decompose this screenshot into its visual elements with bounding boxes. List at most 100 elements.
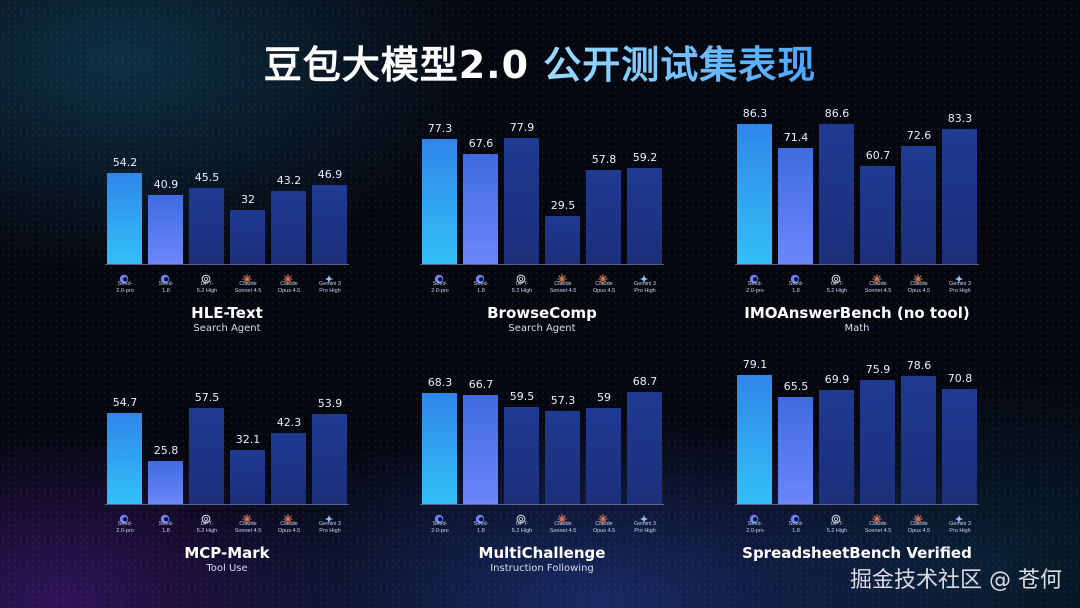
chart-mcp-mark: 54.7 Seed- 2.0-pro 25.8 Seed- 1.8 57.5 GPT- 5.2 … [105,344,349,584]
bar-value-label: 77.9 [509,121,535,134]
bar [819,390,854,504]
model-label: Seed- 2.0-pro [101,521,149,535]
bar-value-label: 86.6 [824,107,850,120]
model-label-line1: GPT- [200,521,214,527]
model-label-line1: Seed- [788,521,804,527]
bar-value-label: 32.1 [235,433,261,446]
watermark: 掘金技术社区 @ 苍何 [850,568,1062,593]
model-label-line2: 2.0-pro [746,288,764,294]
plot-area [420,344,664,505]
bar [901,146,936,264]
seed-icon [749,269,759,284]
bar [148,461,183,504]
model-label-line1: Claude [554,281,572,287]
seed-icon [790,509,800,524]
model-label: GPT- 5.2 High [498,521,546,535]
plot-area [420,104,664,265]
model-label: Claude Opus 4.5 [580,281,628,295]
chart-hle-text: 54.2 Seed- 2.0-pro 40.9 Seed- 1.8 45.5 GPT- 5.2 … [105,104,349,344]
openai-icon [201,269,211,284]
bar-value-label: 40.9 [153,178,179,191]
model-label-line2: 1.8 [477,528,485,534]
bar-value-label: 54.7 [112,396,138,409]
chart-title: MCP-Mark [184,544,270,562]
bar-value-label: 83.3 [947,112,973,125]
bar [586,170,621,264]
model-label-line1: Claude [280,521,298,527]
bar [189,188,224,264]
model-label: Seed- 1.8 [772,281,820,295]
model-label: Claude Opus 4.5 [895,521,943,535]
model-label: Seed- 2.0-pro [416,281,464,295]
model-label-line2: 2.0-pro [431,528,449,534]
model-label: Gemini 3 Pro High [306,281,354,295]
title-highlight: 公开测试集表现 [543,43,817,87]
model-label-line1: GPT- [515,521,529,527]
model-label: GPT- 5.2 High [813,521,861,535]
model-label-line2: Opus 4.5 [907,528,931,534]
model-label: Claude Sonnet 4.5 [854,281,902,295]
chart-title: IMOAnswerBench (no tool) [744,304,970,322]
bar [189,408,224,504]
chart-subtitle: Search Agent [508,323,576,334]
bar [627,392,662,504]
model-label: Claude Opus 4.5 [580,521,628,535]
chart-subtitle: Tool Use [206,563,248,574]
bar [422,139,457,264]
bar [271,191,306,264]
claude-icon [872,509,882,524]
model-label-line2: Sonnet 4.5 [864,528,892,534]
plot-area [105,104,349,265]
claude-icon [913,269,923,284]
bar [107,173,142,264]
bar [504,138,539,264]
gemini-icon [324,509,334,524]
gemini-icon [324,269,334,284]
model-label: Seed- 2.0-pro [416,521,464,535]
model-label-line2: Opus 4.5 [592,288,616,294]
bar [107,413,142,504]
model-label-line1: Claude [595,521,613,527]
bar-value-label: 29.5 [550,199,576,212]
bar-value-label: 57.5 [194,391,220,404]
gemini-icon [639,269,649,284]
model-label-line1: Claude [910,281,928,287]
seed-icon [475,269,485,284]
model-label-line2: 1.8 [162,288,170,294]
model-label: Claude Sonnet 4.5 [539,521,587,535]
model-label-line1: Gemini 3 [948,521,971,527]
bar-value-label: 54.2 [112,156,138,169]
model-label-line1: Seed- [432,281,448,287]
bar-value-label: 25.8 [153,444,179,457]
openai-icon [201,509,211,524]
model-label-line2: Opus 4.5 [277,528,301,534]
model-label-line2: Sonnet 4.5 [234,528,262,534]
model-label: GPT- 5.2 High [498,281,546,295]
model-label-line2: 1.8 [477,288,485,294]
bar [737,375,772,504]
model-label-line2: Sonnet 4.5 [549,288,577,294]
model-label-line1: GPT- [515,281,529,287]
chart-title: BrowseComp [487,304,597,322]
model-label-line2: 2.0-pro [746,528,764,534]
bar-value-label: 46.9 [317,168,343,181]
model-label-line2: Pro High [634,288,656,294]
openai-icon [516,509,526,524]
bar-value-label: 57.3 [550,394,576,407]
seed-icon [160,509,170,524]
plot-area [105,344,349,505]
claude-icon [283,509,293,524]
model-label-line2: Sonnet 4.5 [234,288,262,294]
seed-icon [119,269,129,284]
seed-icon [434,509,444,524]
model-label-line1: Gemini 3 [318,281,341,287]
gemini-icon [954,269,964,284]
bar-value-label: 78.6 [906,359,932,372]
bar [312,414,347,504]
model-label-line2: Sonnet 4.5 [864,288,892,294]
model-label-line1: Seed- [747,281,763,287]
bar-value-label: 86.3 [742,107,768,120]
model-label-line2: 1.8 [792,288,800,294]
claude-icon [242,509,252,524]
model-label-line2: Opus 4.5 [592,528,616,534]
